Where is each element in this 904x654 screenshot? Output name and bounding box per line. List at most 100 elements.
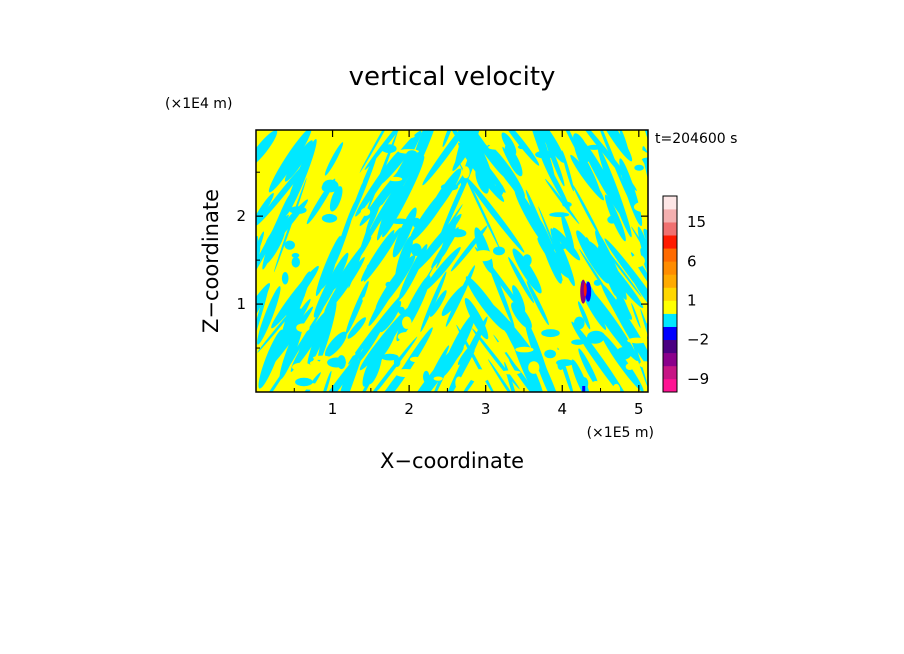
field-blob (488, 144, 502, 150)
field-streak (359, 152, 418, 226)
field-blob (389, 218, 411, 225)
field-streak (317, 346, 367, 392)
field-streak (595, 130, 633, 162)
colorbar-tick-label: 15 (687, 213, 706, 231)
field-blob (309, 360, 321, 366)
colorbar-level (663, 209, 677, 223)
time-label: t=204600 s (655, 131, 737, 147)
field-blob (528, 361, 540, 374)
plot-area (256, 130, 648, 392)
field-streak (284, 140, 313, 182)
colorbar-level (663, 378, 677, 393)
field-streak (357, 319, 386, 363)
field-blob (632, 152, 648, 159)
field-streak (574, 144, 601, 198)
field-blob (625, 363, 634, 370)
field-streak (431, 227, 459, 269)
y-axis-title: Z−coordinate (199, 189, 223, 333)
field-blob (394, 369, 417, 377)
field-streak (573, 133, 590, 162)
field-streak (571, 321, 629, 392)
x-tick-label: 5 (634, 400, 644, 418)
field-blob (381, 144, 397, 154)
field-blob (291, 253, 300, 258)
field-streak (561, 214, 575, 253)
colorbar-tick-label: 1 (687, 292, 697, 310)
field-streak (375, 254, 416, 311)
field-streak (386, 262, 436, 350)
field-streak (452, 130, 480, 172)
field-blob (380, 353, 399, 361)
field-streak (305, 349, 362, 392)
x-scale-label: (×1E5 m) (587, 425, 654, 441)
field-streak (488, 359, 530, 392)
field-streak (442, 130, 455, 148)
colorbar-frame (662, 195, 678, 393)
field-streak (331, 256, 365, 307)
y-axis-ticks: 12 (236, 171, 648, 349)
field-blob (571, 339, 585, 346)
field-streak (576, 130, 637, 191)
field-streak (501, 132, 517, 155)
field-streak (508, 256, 535, 304)
field-streak (508, 359, 539, 392)
field-streak (324, 142, 344, 176)
field-blob (322, 179, 339, 193)
field-streak (329, 186, 343, 212)
field-blob (334, 351, 356, 357)
field-stripes (256, 130, 648, 392)
field-streak (499, 315, 523, 349)
field-streak (502, 146, 518, 174)
field-streak (362, 353, 379, 387)
field-streak (445, 265, 476, 327)
field-blob (612, 383, 621, 392)
field-blob (468, 369, 491, 383)
field-blob (296, 323, 310, 333)
colorbar-level (663, 326, 677, 341)
field-blob (557, 360, 564, 370)
field-streak (583, 294, 607, 330)
colorbar-tick-label: −2 (687, 331, 709, 349)
field-streak (526, 280, 549, 326)
colorbar-level (663, 300, 677, 314)
field-streak (257, 286, 281, 345)
field-blob (535, 266, 547, 273)
x-axis-title: X−coordinate (380, 449, 524, 473)
field-streak (456, 324, 499, 392)
field-streak (581, 140, 627, 221)
field-streak (357, 336, 418, 392)
velocity-hotspot (580, 279, 592, 392)
field-streak (422, 130, 473, 186)
field-blob (517, 144, 527, 150)
field-blob (462, 166, 470, 179)
field-streak (333, 236, 372, 290)
colorbar-level (663, 261, 677, 275)
field-streak (427, 345, 450, 385)
hotspot-surface-mark (582, 386, 586, 392)
field-blob (295, 377, 313, 387)
field-blob (321, 213, 338, 223)
field-streak (376, 332, 395, 361)
colorbar-level (663, 365, 677, 380)
field-blob (503, 166, 512, 178)
field-streak (619, 130, 630, 157)
field-blob (630, 254, 645, 268)
field-blob (388, 176, 403, 182)
y-tick-label: 2 (236, 207, 246, 225)
field-blob (562, 201, 572, 208)
field-streak (423, 246, 461, 291)
colorbar-level (663, 222, 677, 236)
field-blob (309, 243, 331, 250)
field-blob (549, 212, 570, 218)
field-streak (550, 228, 575, 287)
field-blob (493, 246, 505, 256)
field-blob (579, 377, 589, 390)
field-blob (412, 217, 421, 229)
field-streak (476, 161, 492, 185)
hotspot-downdraft-core (585, 281, 592, 302)
field-blob (455, 376, 463, 390)
field-streak (633, 278, 648, 341)
field-streak (321, 361, 358, 392)
